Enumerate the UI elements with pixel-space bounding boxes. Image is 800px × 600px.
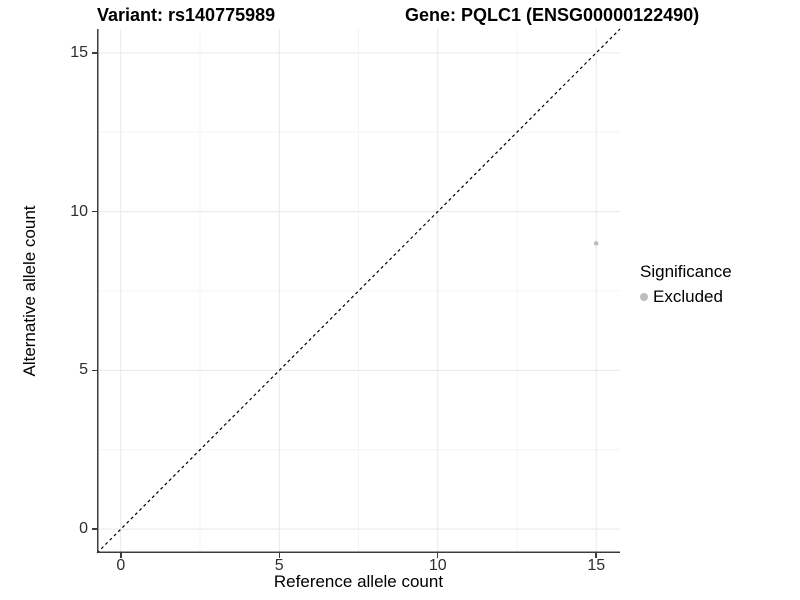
data-point [593,241,599,246]
y-axis-title: Alternative allele count [20,205,39,377]
x-tick-mark [436,553,439,558]
y-tick-mark [92,52,97,54]
x-tick-label: 0 [116,557,126,574]
y-tick-mark [92,210,97,213]
x-tick-label: 5 [274,557,284,574]
legend-item-label: Excluded [653,287,723,306]
excluded-point-icon [640,293,648,301]
legend: Significance Excluded [640,262,732,307]
x-tick-mark [278,553,280,558]
variant-title: Variant: rs140775989 [97,5,276,25]
y-tick-mark [92,528,97,530]
x-tick-mark [595,553,597,558]
plot-panel [96,28,621,554]
x-axis-title: Reference allele count [273,572,444,591]
y-tick-label: 0 [79,520,88,538]
gene-title: Gene: PQLC1 (ENSG00000122490) [405,5,700,25]
y-tick-mark [92,369,97,372]
y-tick-label: 10 [70,202,88,220]
x-tick-mark [120,553,122,558]
legend-title: Significance [640,262,732,281]
legend-item-excluded: Excluded [640,287,732,307]
y-tick-label: 5 [79,361,88,379]
plot-canvas [96,28,621,554]
y-tick-label: 15 [70,43,88,61]
x-tick-label: 15 [587,557,606,574]
x-tick-label: 10 [428,557,447,574]
